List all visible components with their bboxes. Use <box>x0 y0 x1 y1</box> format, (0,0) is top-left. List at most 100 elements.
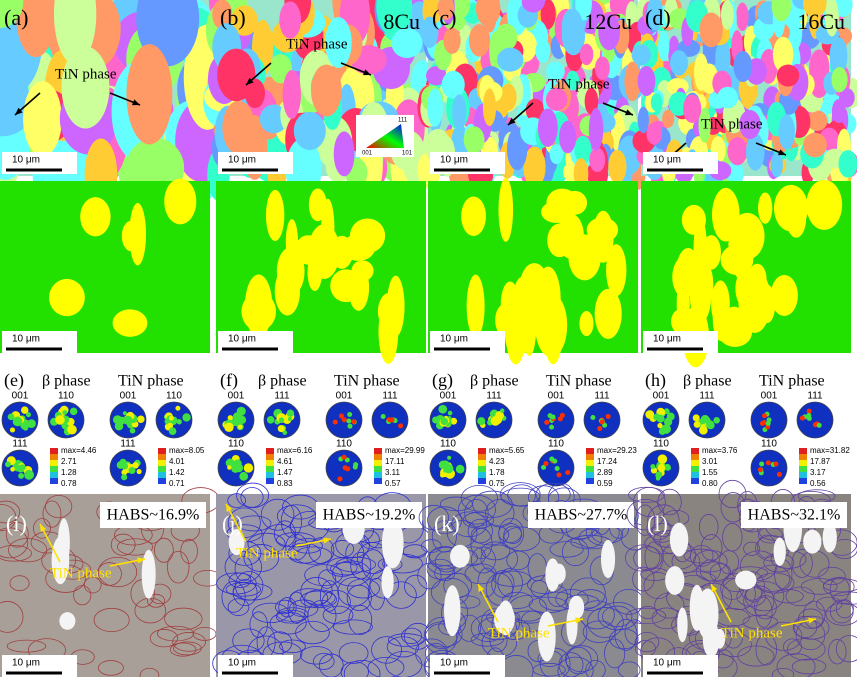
grain-boundary <box>424 623 458 654</box>
grain <box>282 69 301 119</box>
legend-label: max=29.23 <box>597 446 637 455</box>
grain-boundary <box>578 528 603 549</box>
pole-spot <box>287 416 292 422</box>
pole-spot <box>227 415 234 421</box>
pole-spot <box>137 415 145 424</box>
pole-spot <box>239 471 249 481</box>
grain-boundary <box>462 511 495 529</box>
grain-boundary <box>742 614 778 630</box>
grain <box>437 0 455 20</box>
pole-spot <box>757 467 763 473</box>
grain <box>584 87 599 115</box>
legend-label: 3.17 <box>810 468 826 477</box>
grain-boundary <box>500 487 541 507</box>
scale-label: 10 μm <box>228 334 256 345</box>
grain-boundary <box>313 652 335 670</box>
pole-label: 001 <box>761 391 778 402</box>
grain-boundary <box>299 646 333 665</box>
legend-swatch <box>478 448 486 454</box>
grain-boundary <box>470 524 510 546</box>
grain <box>646 0 663 31</box>
grain-boundary <box>276 504 317 528</box>
grain-boundary <box>633 487 666 518</box>
legend-swatch <box>158 466 166 472</box>
pole-spot <box>121 474 128 481</box>
tin-particle <box>381 566 394 599</box>
pole-label: 001 <box>336 391 353 402</box>
habs: HABS~19.2% <box>323 507 416 524</box>
grain-boundary <box>822 578 857 593</box>
grain-boundary <box>73 585 92 606</box>
tin-particle <box>669 522 689 557</box>
tin-region <box>348 264 370 311</box>
composition: 8Cu <box>383 9 420 34</box>
legend-swatch <box>266 460 274 466</box>
arrow-head <box>363 69 371 76</box>
grain <box>426 66 447 86</box>
grain <box>809 49 830 87</box>
grain <box>657 30 670 62</box>
pole-spot <box>7 413 15 421</box>
pole-spot <box>338 413 344 419</box>
legend-swatch <box>586 466 594 472</box>
grain-boundary <box>224 551 263 583</box>
habs-box <box>741 502 847 528</box>
grain <box>598 13 620 51</box>
scale-label: 10 μm <box>440 334 468 345</box>
pole-spot <box>499 408 505 413</box>
tin-region <box>732 239 752 280</box>
pole-spot <box>438 404 448 414</box>
grain <box>217 48 256 102</box>
grain-boundary <box>149 629 179 648</box>
panel-label: (f) <box>220 370 238 391</box>
grain <box>807 110 828 131</box>
phase-title: β phase <box>42 373 91 390</box>
grain <box>631 44 651 66</box>
tin-region <box>129 202 147 266</box>
legend-label: 0.75 <box>489 479 505 488</box>
grain <box>727 137 748 166</box>
grain-boundary <box>386 636 420 658</box>
tin-region <box>265 189 285 241</box>
grain-boundary <box>635 504 656 536</box>
grain-boundary <box>646 516 671 541</box>
phase-title: β phase <box>470 373 519 390</box>
pole-spot <box>444 464 454 474</box>
grain-boundary <box>382 553 423 574</box>
grain-boundary <box>221 580 246 613</box>
legend-swatch <box>691 460 699 466</box>
pole-spot <box>657 464 666 472</box>
grain-boundary <box>776 653 816 677</box>
grain <box>499 83 517 111</box>
grain <box>482 88 497 127</box>
tin-region <box>308 224 340 279</box>
grain-boundary <box>470 632 504 647</box>
legend-swatch <box>799 478 807 484</box>
grain-boundary <box>319 580 340 612</box>
pole-spot <box>799 415 805 421</box>
phase-title: TiN phase <box>546 373 612 390</box>
grain-boundary <box>216 572 257 595</box>
grain <box>838 150 857 178</box>
grain-boundary <box>9 575 30 592</box>
panel-label: (l) <box>647 511 668 536</box>
tin-particle <box>141 549 156 599</box>
grain-boundary <box>457 494 496 525</box>
legend-swatch <box>158 460 166 466</box>
pole-spot <box>380 414 386 420</box>
grain-boundary <box>232 579 258 607</box>
grain-boundary <box>318 653 344 677</box>
legend-swatch <box>691 472 699 478</box>
panel-label: (c) <box>432 5 456 30</box>
tin-region <box>770 274 798 317</box>
grain <box>771 0 792 22</box>
grain <box>682 94 702 123</box>
grain <box>824 0 839 37</box>
grain <box>831 66 848 93</box>
pole-label: 110 <box>761 439 777 450</box>
annotation: TiN phase <box>286 36 348 52</box>
pole-spot <box>121 462 129 470</box>
ebsd-map <box>0 0 232 222</box>
pole-label: 110 <box>653 439 669 450</box>
grain-boundary <box>718 550 740 575</box>
